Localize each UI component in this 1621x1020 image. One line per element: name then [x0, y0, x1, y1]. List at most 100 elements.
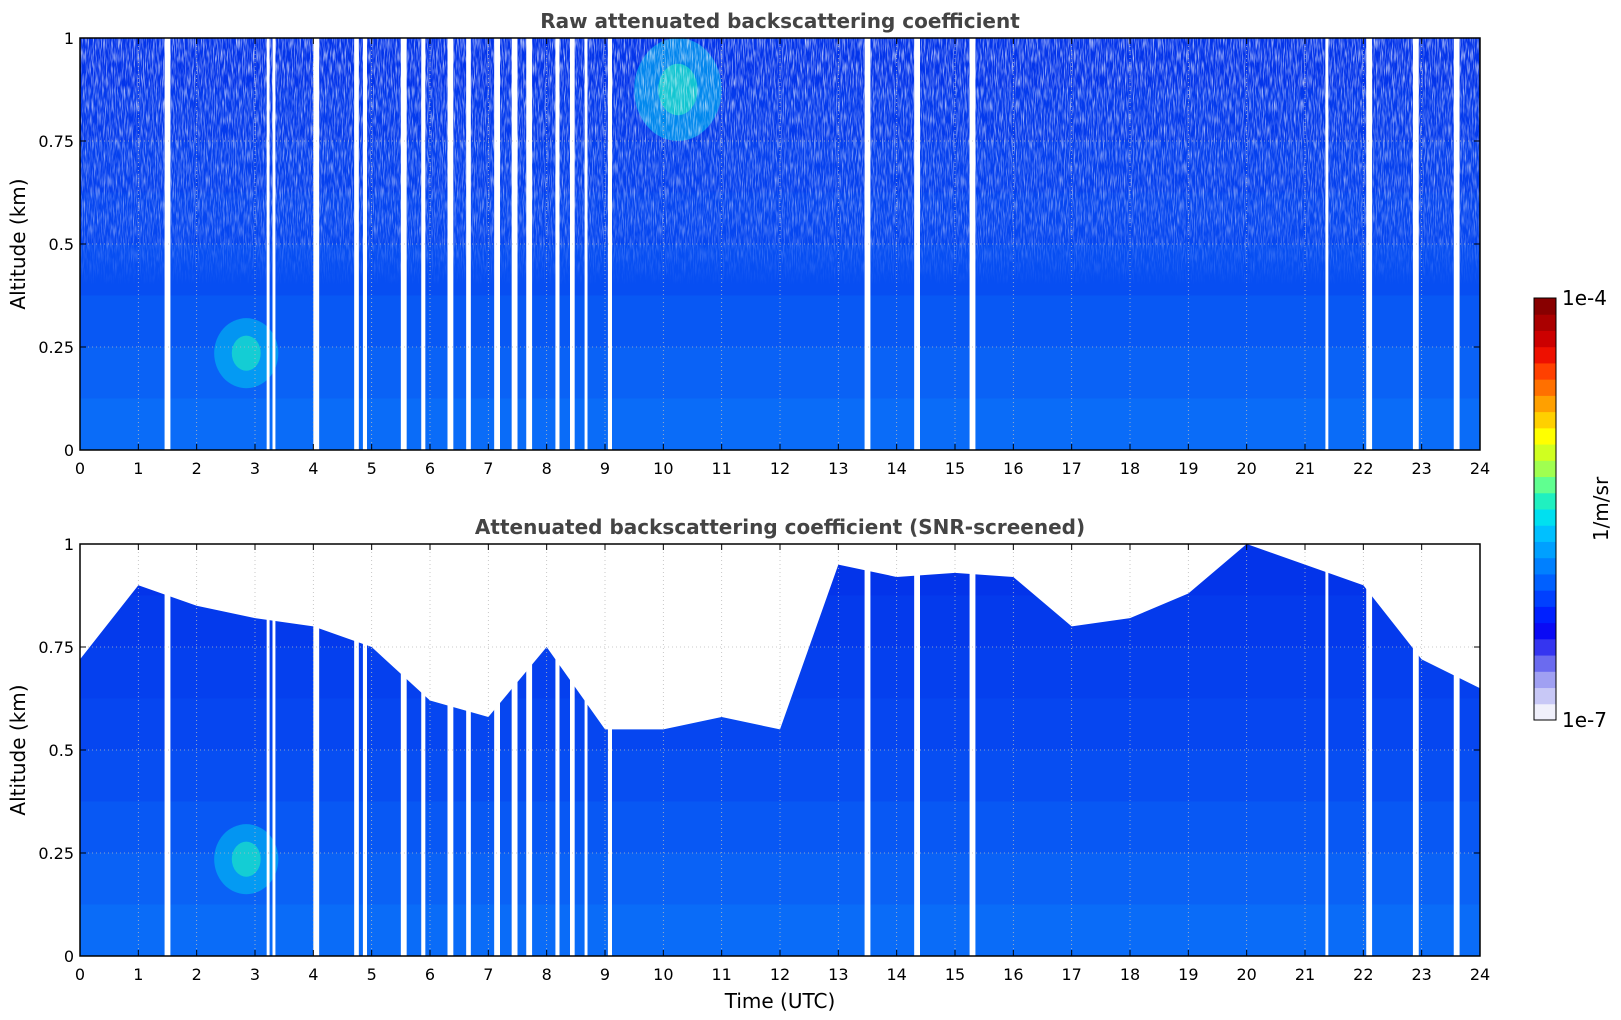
data-gap	[584, 38, 588, 450]
x-tick-label: 5	[367, 459, 377, 478]
data-gap	[914, 38, 920, 450]
y-tick-label: 0.75	[38, 132, 74, 151]
x-tick-label: 9	[600, 459, 610, 478]
data-gap	[914, 544, 920, 956]
x-tick-label: 20	[1236, 459, 1256, 478]
colorbar-cell	[1534, 622, 1556, 640]
colorbar-cell	[1534, 330, 1556, 348]
data-gap	[607, 544, 612, 956]
x-tick-label: 19	[1178, 965, 1198, 984]
x-tick-label: 21	[1295, 459, 1315, 478]
data-gap	[1366, 38, 1373, 450]
colorbar-cell	[1534, 395, 1556, 413]
panel-raw-title: Raw attenuated backscattering coefficien…	[540, 9, 1020, 33]
y-tick-label: 0.75	[38, 638, 74, 657]
y-tick-label: 0	[64, 947, 74, 966]
colorbar-cell	[1534, 460, 1556, 478]
colorbar-cell	[1534, 687, 1556, 705]
colorbar-cell	[1534, 703, 1556, 721]
colorbar-cell	[1534, 298, 1556, 315]
x-tick-label: 8	[542, 459, 552, 478]
colorbar-cell	[1534, 655, 1556, 672]
colorbar-cell	[1534, 557, 1556, 575]
x-tick-label: 2	[192, 459, 202, 478]
x-tick-label: 1	[133, 459, 143, 478]
data-gap	[494, 544, 500, 956]
x-tick-label: 15	[945, 965, 965, 984]
x-tick-label: 18	[1120, 965, 1140, 984]
x-tick-label: 16	[1003, 459, 1023, 478]
colorbar-cell	[1534, 427, 1556, 445]
x-tick-label: 7	[483, 459, 493, 478]
data-gap	[555, 38, 560, 450]
data-gap	[584, 544, 588, 956]
data-gap	[511, 38, 518, 450]
data-gap	[526, 544, 533, 956]
colorbar-cell	[1534, 411, 1556, 429]
panel-screened-ylabel: Altitude (km)	[6, 684, 30, 815]
x-tick-label: 23	[1411, 459, 1431, 478]
x-tick-label: 22	[1353, 965, 1373, 984]
panel-screened-title: Attenuated backscattering coefficient (S…	[475, 515, 1085, 539]
colorbar-cell	[1534, 314, 1556, 331]
data-gap	[272, 38, 276, 450]
colorbar-cell	[1534, 362, 1556, 380]
colorbar-max-label: 1e-4	[1562, 286, 1607, 310]
x-tick-label: 17	[1061, 965, 1081, 984]
x-tick-label: 10	[653, 459, 673, 478]
x-tick-label: 0	[75, 459, 85, 478]
x-tick-label: 17	[1061, 459, 1081, 478]
panel-screened: Attenuated backscattering coefficient (S…	[6, 515, 1490, 1013]
data-gap	[164, 544, 171, 956]
x-tick-label: 18	[1120, 459, 1140, 478]
data-gap	[421, 544, 426, 956]
x-tick-label: 24	[1470, 459, 1490, 478]
x-tick-label: 15	[945, 459, 965, 478]
data-gap	[1412, 544, 1419, 956]
altitude-band	[80, 750, 1480, 802]
x-tick-label: 13	[828, 965, 848, 984]
colorbar-cell	[1534, 525, 1556, 542]
colorbar-cell	[1534, 671, 1556, 689]
x-tick-label: 5	[367, 965, 377, 984]
y-tick-label: 0.5	[49, 235, 74, 254]
data-gap	[607, 38, 612, 450]
colorbar-cell	[1534, 541, 1556, 559]
colorbar-cell	[1534, 590, 1556, 607]
x-tick-label: 22	[1353, 459, 1373, 478]
colorbar-label: 1/m/sr	[1589, 476, 1613, 541]
x-tick-label: 9	[600, 965, 610, 984]
colorbar-cell	[1534, 444, 1556, 461]
colorbar-frame	[1533, 297, 1557, 721]
x-tick-label: 23	[1411, 965, 1431, 984]
panel-screened-xlabel: Time (UTC)	[724, 989, 836, 1013]
y-tick-label: 0.5	[49, 741, 74, 760]
x-tick-label: 14	[886, 965, 906, 984]
data-gap	[1325, 38, 1329, 450]
data-gap	[400, 544, 407, 956]
x-tick-label: 3	[250, 965, 260, 984]
x-tick-label: 10	[653, 965, 673, 984]
x-tick-label: 8	[542, 965, 552, 984]
x-tick-label: 0	[75, 965, 85, 984]
x-tick-label: 13	[828, 459, 848, 478]
x-tick-label: 6	[425, 965, 435, 984]
x-tick-label: 1	[133, 965, 143, 984]
x-tick-label: 12	[770, 459, 790, 478]
x-tick-label: 21	[1295, 965, 1315, 984]
y-tick-label: 1	[64, 29, 74, 48]
backscatter-feature-core	[231, 841, 261, 877]
x-tick-label: 20	[1236, 965, 1256, 984]
x-tick-label: 3	[250, 459, 260, 478]
colorbar-cell	[1534, 638, 1556, 656]
x-tick-label: 19	[1178, 459, 1198, 478]
colorbar-cell	[1534, 379, 1556, 396]
x-tick-label: 7	[483, 965, 493, 984]
data-gap	[864, 38, 871, 450]
x-tick-label: 6	[425, 459, 435, 478]
x-tick-label: 11	[711, 459, 731, 478]
data-gap	[447, 38, 454, 450]
x-tick-label: 24	[1470, 965, 1490, 984]
data-gap	[494, 38, 500, 450]
